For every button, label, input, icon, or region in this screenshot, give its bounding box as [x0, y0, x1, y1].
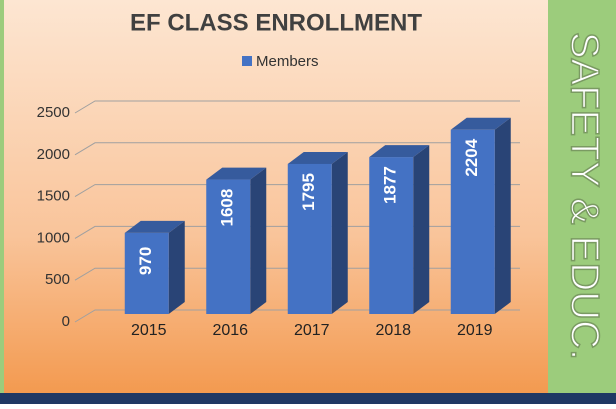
- bar: [124, 220, 185, 314]
- data-label: 1795: [299, 173, 318, 211]
- bar-side: [250, 167, 267, 314]
- bar-top: [206, 167, 267, 180]
- bar-side: [168, 220, 185, 314]
- data-label: 2204: [462, 138, 481, 176]
- grid-line: [74, 142, 520, 156]
- bar: [206, 167, 267, 314]
- x-tick-label: 2018: [375, 322, 411, 339]
- bar-side: [494, 117, 511, 314]
- data-label: 1608: [218, 189, 237, 227]
- legend-swatch: [242, 56, 252, 66]
- y-tick-label: 1500: [37, 188, 70, 205]
- bar-top: [124, 220, 185, 233]
- grid-line: [74, 100, 520, 114]
- bar-top: [287, 151, 348, 164]
- bar-side: [331, 151, 348, 314]
- bar-top: [369, 145, 430, 158]
- x-tick-label: 2019: [457, 322, 493, 339]
- legend-label: Members: [256, 53, 319, 70]
- bar: [287, 151, 348, 314]
- x-tick-label: 2016: [212, 322, 248, 339]
- chart-title: EF CLASS ENROLLMENT: [130, 9, 422, 36]
- bar-front: [450, 129, 495, 314]
- x-tick-label: 2017: [294, 322, 330, 339]
- bar-front: [124, 232, 169, 314]
- data-label: 1877: [381, 166, 400, 204]
- sidebar-label: SAFETY & EDUC.: [562, 32, 606, 360]
- bar: [450, 117, 511, 314]
- footer-bar: [0, 393, 616, 404]
- y-tick-label: 2000: [37, 146, 70, 163]
- y-tick-label: 500: [45, 271, 70, 288]
- y-tick-label: 1000: [37, 229, 70, 246]
- plot: 0 500 1000 1500 2000 2500 Members 2015 970 2016 16…: [37, 53, 520, 339]
- bar-front: [287, 163, 332, 314]
- y-tick-label: 0: [62, 313, 70, 330]
- bar-top: [450, 117, 511, 130]
- bar-front: [206, 179, 251, 314]
- y-tick-label: 2500: [37, 104, 70, 121]
- bar: [369, 145, 430, 314]
- bar-side: [413, 145, 430, 314]
- x-tick-label: 2015: [131, 322, 167, 339]
- bar-front: [369, 157, 414, 314]
- data-label: 970: [136, 247, 155, 275]
